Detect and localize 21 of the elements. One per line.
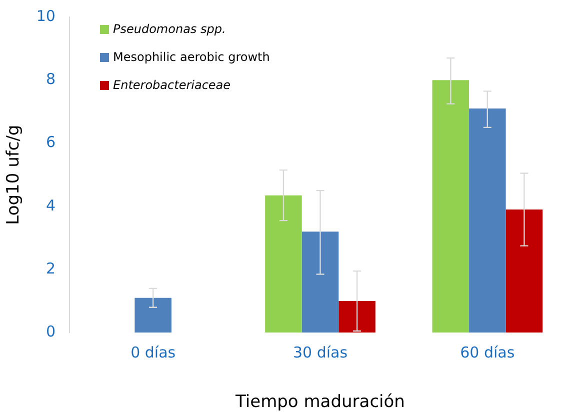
bar bbox=[432, 80, 470, 333]
x-axis-title: Tiempo maduración bbox=[234, 392, 405, 412]
y-axis-title: Log10 ufc/g bbox=[4, 124, 24, 225]
bar bbox=[469, 108, 506, 333]
legend-label: Mesophilic aerobic growth bbox=[113, 50, 270, 64]
x-tick-label: 60 días bbox=[460, 343, 515, 362]
bar bbox=[506, 210, 543, 333]
y-tick-label: 8 bbox=[46, 70, 56, 88]
y-tick-label: 4 bbox=[46, 196, 56, 214]
y-tick-label: 6 bbox=[46, 133, 56, 152]
bar bbox=[338, 301, 376, 333]
legend-label: Enterobacteriaceae bbox=[113, 78, 231, 92]
x-tick-label: 30 días bbox=[292, 343, 348, 362]
bar bbox=[134, 298, 172, 333]
y-tick-label: 2 bbox=[46, 259, 56, 278]
x-tick-label: 0 días bbox=[130, 343, 176, 362]
legend-label: Pseudomonas spp. bbox=[113, 22, 226, 36]
y-tick-label: 0 bbox=[46, 322, 56, 340]
bar bbox=[265, 195, 302, 333]
y-tick-label: 10 bbox=[36, 6, 56, 25]
bar bbox=[302, 232, 339, 333]
